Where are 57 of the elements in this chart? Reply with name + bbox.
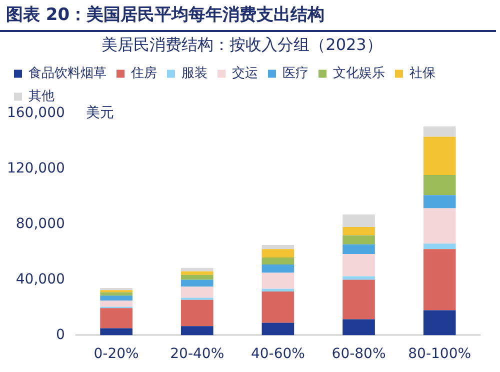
bar (342, 254, 375, 276)
legend-label: 住房 (130, 65, 157, 82)
y-tick-label: 0 (56, 326, 65, 343)
legend-label: 文化娱乐 (333, 66, 385, 82)
bar (262, 272, 294, 289)
bar (342, 276, 375, 280)
bar (342, 244, 375, 254)
legend-label: 其他 (28, 89, 54, 104)
y-tick-label: 80,000 (16, 216, 65, 232)
bar (423, 249, 456, 310)
legend-label: 食品饮料烟草 (28, 66, 106, 82)
x-tick-label: 0-20% (94, 346, 139, 362)
bar (262, 288, 294, 292)
legend-label: 交运 (232, 65, 258, 82)
x-tick-label: 60-80% (332, 346, 386, 362)
bar (100, 292, 132, 296)
bar (423, 208, 456, 244)
bar (262, 264, 294, 273)
bar (342, 226, 375, 236)
bar (423, 195, 456, 208)
x-tick-label: 80-100% (408, 346, 472, 362)
bar (262, 245, 294, 250)
bar (423, 136, 456, 175)
bar (342, 235, 375, 244)
bar (180, 300, 214, 326)
bar (100, 296, 132, 301)
bar (423, 244, 456, 250)
bar (423, 126, 456, 137)
x-tick-label: 20-40% (170, 346, 224, 362)
bar (423, 310, 456, 336)
bar (100, 328, 132, 336)
bar (100, 300, 132, 307)
bar (262, 291, 294, 323)
bar (180, 271, 214, 275)
bar (180, 286, 214, 298)
y-tick-label: 40,000 (16, 271, 65, 288)
bar (262, 322, 294, 336)
chart-subtitle: 美居民消费结构：按收入分组（2023） (102, 34, 382, 54)
bar (100, 308, 132, 328)
legend-label: 服装 (182, 66, 208, 82)
bar (180, 326, 214, 336)
legend-label: 社保 (410, 66, 436, 82)
x-tick-label: 40-60% (250, 346, 305, 362)
bar (180, 274, 214, 280)
bar (342, 214, 375, 227)
legend-label: 医疗 (282, 66, 308, 82)
bar (342, 319, 375, 336)
chart-title: 图表 20：美国居民平均每年消费支出结构 (0, 0, 496, 32)
bar (423, 174, 456, 196)
y-tick-label: 120,000 (6, 160, 65, 176)
bar (262, 258, 294, 264)
bar (342, 280, 375, 320)
bar (180, 268, 214, 272)
y-tick-label: 160,000 (6, 104, 65, 121)
bar (262, 249, 294, 258)
y-axis-title: 美元 (86, 104, 114, 121)
bar (180, 280, 214, 287)
